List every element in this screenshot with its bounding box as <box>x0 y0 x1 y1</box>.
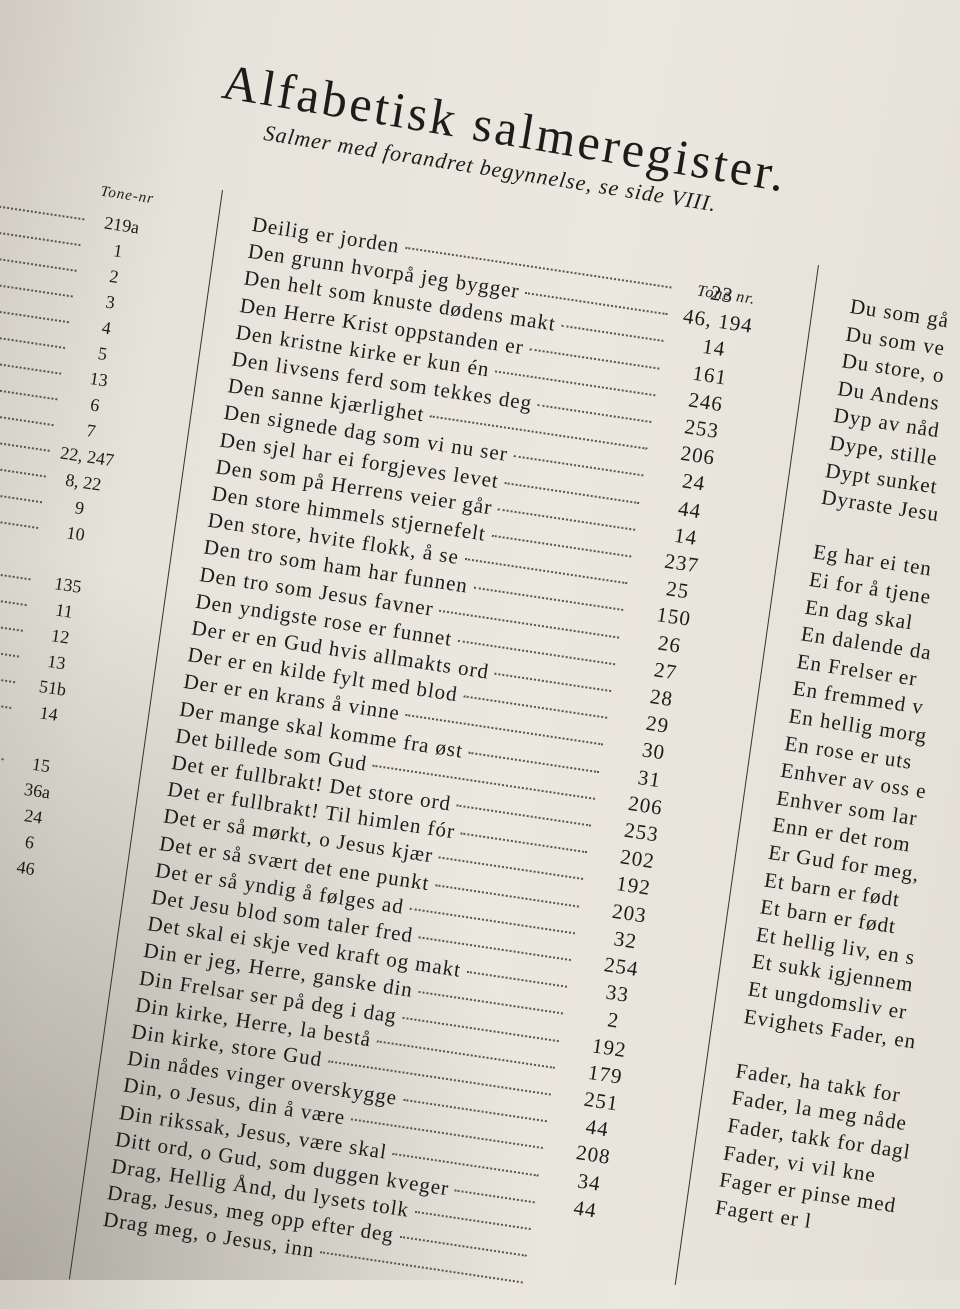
leader <box>0 310 70 324</box>
tone-space <box>528 1290 617 1303</box>
photo-shadow <box>0 0 960 1280</box>
leader <box>454 1189 535 1204</box>
leader <box>561 325 664 343</box>
leader <box>466 971 568 988</box>
